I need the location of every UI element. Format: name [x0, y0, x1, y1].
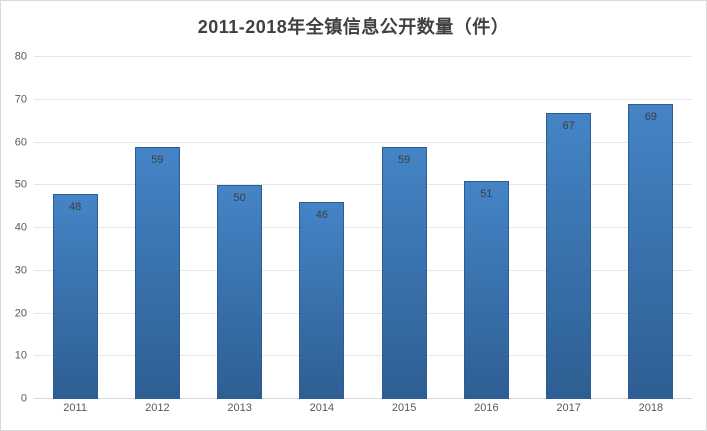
y-tick-label: 50 [14, 178, 27, 191]
gridline [34, 184, 692, 186]
bar-value-label: 69 [644, 111, 657, 123]
bar-value-label: 67 [562, 120, 575, 132]
x-tick-label-2017: 2017 [556, 402, 581, 414]
bar-2011: 48 [52, 194, 98, 399]
bar-value-label: 51 [480, 188, 493, 200]
y-tick-label: 80 [14, 50, 27, 63]
bar-value-label: 50 [233, 192, 246, 204]
bar-slot-2016: 51 [445, 57, 527, 399]
bar-slot-2011: 48 [34, 57, 116, 399]
x-tick-label-2011: 2011 [63, 402, 87, 414]
bar-2014: 46 [299, 202, 345, 399]
bar-value-label: 59 [398, 154, 411, 166]
x-tick-label-2013: 2013 [227, 402, 252, 414]
gridline [34, 141, 692, 143]
x-tick-label-2012: 2012 [145, 402, 170, 414]
x-axis-line [34, 398, 692, 399]
y-tick-label: 30 [14, 264, 27, 277]
bar-slot-2014: 46 [281, 57, 363, 399]
plot-area: 48 59 50 46 59 51 67 69 [34, 56, 692, 399]
gridline [34, 56, 692, 57]
y-tick-label: 10 [14, 349, 27, 362]
bar-slot-2015: 59 [363, 57, 445, 399]
y-tick-label: 70 [14, 93, 27, 106]
bar-slot-2013: 50 [199, 57, 281, 399]
y-tick-label: 40 [14, 221, 27, 234]
bar-slot-2012: 59 [116, 57, 198, 399]
x-axis: 2011 2012 2013 2014 2015 2016 2017 2018 [34, 403, 692, 414]
bar-2017: 67 [546, 113, 592, 399]
x-tick-label-2018: 2018 [638, 402, 664, 414]
y-tick-label: 0 [20, 392, 27, 405]
bar-2012: 59 [134, 147, 180, 399]
bar-2018: 69 [628, 104, 674, 399]
bar-2016: 51 [463, 181, 509, 399]
bars: 48 59 50 46 59 51 67 69 [34, 57, 692, 399]
bar-value-label: 48 [69, 201, 82, 213]
gridline [34, 227, 692, 228]
gridline [34, 98, 692, 100]
x-tick-label-2014: 2014 [309, 402, 335, 414]
gridline [34, 269, 692, 271]
y-tick-label: 20 [14, 307, 27, 319]
bar-value-label: 46 [315, 209, 328, 221]
bar-slot-2017: 67 [528, 57, 610, 399]
bar-2015: 59 [381, 147, 427, 399]
bar-value-label: 59 [151, 154, 164, 166]
chart-title: 2011-2018年全镇信息公开数量（件） [197, 17, 510, 37]
x-tick-label-2015: 2015 [391, 402, 417, 414]
bar-2013: 50 [217, 185, 263, 399]
gridline [34, 312, 692, 314]
x-tick-label-2016: 2016 [474, 402, 499, 414]
y-tick-label: 60 [14, 136, 27, 148]
bar-slot-2018: 69 [610, 57, 692, 399]
y-axis: 0 10 20 30 40 50 60 70 80 [1, 51, 27, 404]
gridline [34, 355, 692, 357]
